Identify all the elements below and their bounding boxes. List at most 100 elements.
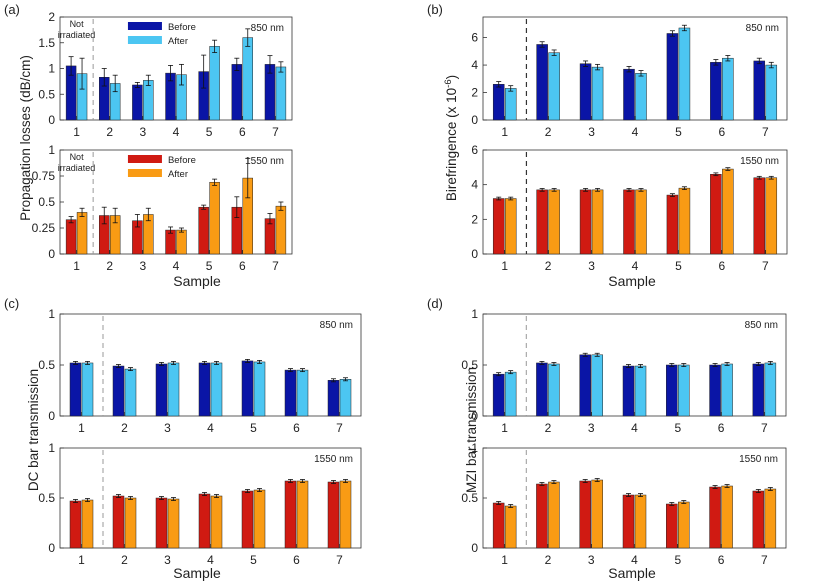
y-tick-label: 0.5 (38, 87, 55, 101)
bar-before-sample-3 (579, 354, 591, 417)
x-tick-label: 3 (588, 125, 595, 139)
bar-after-sample-2 (548, 481, 560, 549)
bar-after-sample-3 (167, 362, 180, 417)
bar-before-sample-5 (241, 360, 254, 417)
y-tick-label: 0 (48, 409, 55, 423)
bar-before-sample-7 (752, 363, 765, 417)
y-tick-label: 0.75 (32, 169, 56, 183)
x-tick-label: 2 (545, 553, 552, 567)
x-tick-label: 3 (140, 125, 147, 139)
bar-after-sample-6 (722, 168, 734, 255)
x-tick-label: 2 (106, 259, 113, 273)
bar-after-sample-3 (591, 189, 604, 255)
x-tick-label: 7 (761, 553, 768, 567)
x-tick-label: 3 (164, 421, 171, 435)
x-axis-label: Sample (608, 273, 656, 289)
bar-before-sample-6 (710, 174, 722, 255)
x-tick-label: 2 (121, 421, 128, 435)
y-tick-label: 0 (471, 409, 478, 423)
x-tick-label: 7 (272, 125, 279, 139)
bar-after-sample-5 (209, 46, 220, 121)
bar-before-sample-3 (579, 189, 592, 255)
x-tick-label: 7 (336, 421, 343, 435)
panel-a: (a) Propagation losses (dB/cm) Sample 0 0.5 1… (4, 2, 293, 289)
not-irradiated-note: irradiated (58, 30, 96, 40)
x-tick-label: 3 (588, 553, 595, 567)
wavelength-label: 1550 nm (245, 156, 284, 167)
bar-after-sample-1 (504, 88, 517, 121)
bar-after-sample-7 (275, 205, 287, 255)
x-tick-label: 6 (719, 125, 726, 139)
x-tick-label: 2 (121, 553, 128, 567)
bar-after-sample-7 (275, 66, 287, 121)
legend-swatch-before (127, 155, 162, 163)
x-tick-label: 3 (164, 553, 171, 567)
y-tick-label: 0.25 (32, 221, 56, 235)
y-tick-label: 6 (471, 143, 478, 157)
bar-after-sample-5 (678, 187, 691, 255)
x-tick-label: 1 (73, 259, 80, 273)
bar-before-sample-6 (709, 486, 721, 549)
x-tick-label: 3 (140, 259, 147, 273)
y-tick-label: 1 (48, 62, 55, 76)
bar-before-sample-2 (536, 362, 548, 417)
bar-before-sample-2 (112, 365, 125, 417)
bar-after-sample-6 (721, 485, 733, 549)
bar-after-sample-4 (634, 365, 647, 417)
y-tick-label: 2 (471, 212, 478, 226)
panel-c: (c) DC bar transmission Sample 0 0.5 1 1 2 3 4 5 6 7… (4, 296, 362, 581)
bar-before-sample-4 (623, 189, 635, 255)
bar-after-sample-7 (765, 64, 778, 121)
x-tick-label: 4 (632, 259, 639, 273)
x-tick-label: 2 (545, 259, 552, 273)
x-tick-label: 5 (250, 421, 257, 435)
bar-before-sample-1 (69, 362, 82, 417)
x-axis-label: Sample (608, 565, 656, 581)
x-tick-label: 7 (761, 421, 768, 435)
not-irradiated-note: Not (70, 152, 85, 162)
legend-swatch-after (127, 36, 162, 44)
panel-b: (b) Birefringence (x 10-6) Sample 0 2 4 6 1 2 3 4 5… (427, 2, 788, 289)
y-tick-label: 1 (48, 143, 55, 157)
y-tick-label: 0.5 (461, 358, 478, 372)
panel-label: (d) (427, 296, 443, 311)
y-tick-label: 0 (471, 247, 478, 261)
legend-label: After (168, 36, 188, 47)
bar-after-sample-1 (504, 371, 517, 417)
bar-after-sample-4 (210, 495, 223, 549)
x-tick-label: 4 (173, 259, 180, 273)
axes-box (482, 313, 787, 417)
bar-before-sample-1 (492, 502, 505, 549)
wavelength-label: 850 nm (746, 23, 779, 34)
x-tick-label: 7 (336, 553, 343, 567)
bar-after-sample-1 (504, 505, 517, 549)
x-tick-label: 5 (675, 125, 682, 139)
bar-before-sample-5 (666, 503, 678, 549)
x-tick-label: 4 (632, 125, 639, 139)
bar-before-sample-4 (198, 362, 211, 417)
x-tick-label: 1 (78, 421, 85, 435)
bar-before-sample-1 (492, 198, 505, 255)
not-irradiated-note: Not (70, 19, 85, 29)
bar-before-sample-2 (536, 44, 548, 121)
x-tick-label: 7 (762, 125, 769, 139)
legend-swatch-before (127, 22, 162, 30)
bar-before-sample-7 (327, 380, 340, 417)
wavelength-label: 1550 nm (739, 454, 778, 465)
x-tick-label: 4 (631, 421, 638, 435)
bar-after-sample-1 (81, 362, 94, 417)
wavelength-label: 850 nm (251, 23, 284, 34)
subplot-850-nm: 0 0.5 1 1 2 3 4 5 6 7 850 nm (38, 307, 362, 435)
bar-after-sample-7 (764, 488, 777, 549)
y-tick-label: 0.5 (38, 491, 55, 505)
bar-after-sample-6 (242, 37, 253, 121)
bar-before-sample-1 (492, 373, 505, 417)
x-axis-label: Sample (173, 565, 221, 581)
legend-label: Before (168, 22, 196, 33)
bar-before-sample-3 (132, 84, 143, 121)
x-tick-label: 5 (206, 125, 213, 139)
bar-after-sample-7 (339, 480, 352, 549)
x-tick-label: 6 (239, 259, 246, 273)
bar-after-sample-4 (210, 362, 223, 417)
